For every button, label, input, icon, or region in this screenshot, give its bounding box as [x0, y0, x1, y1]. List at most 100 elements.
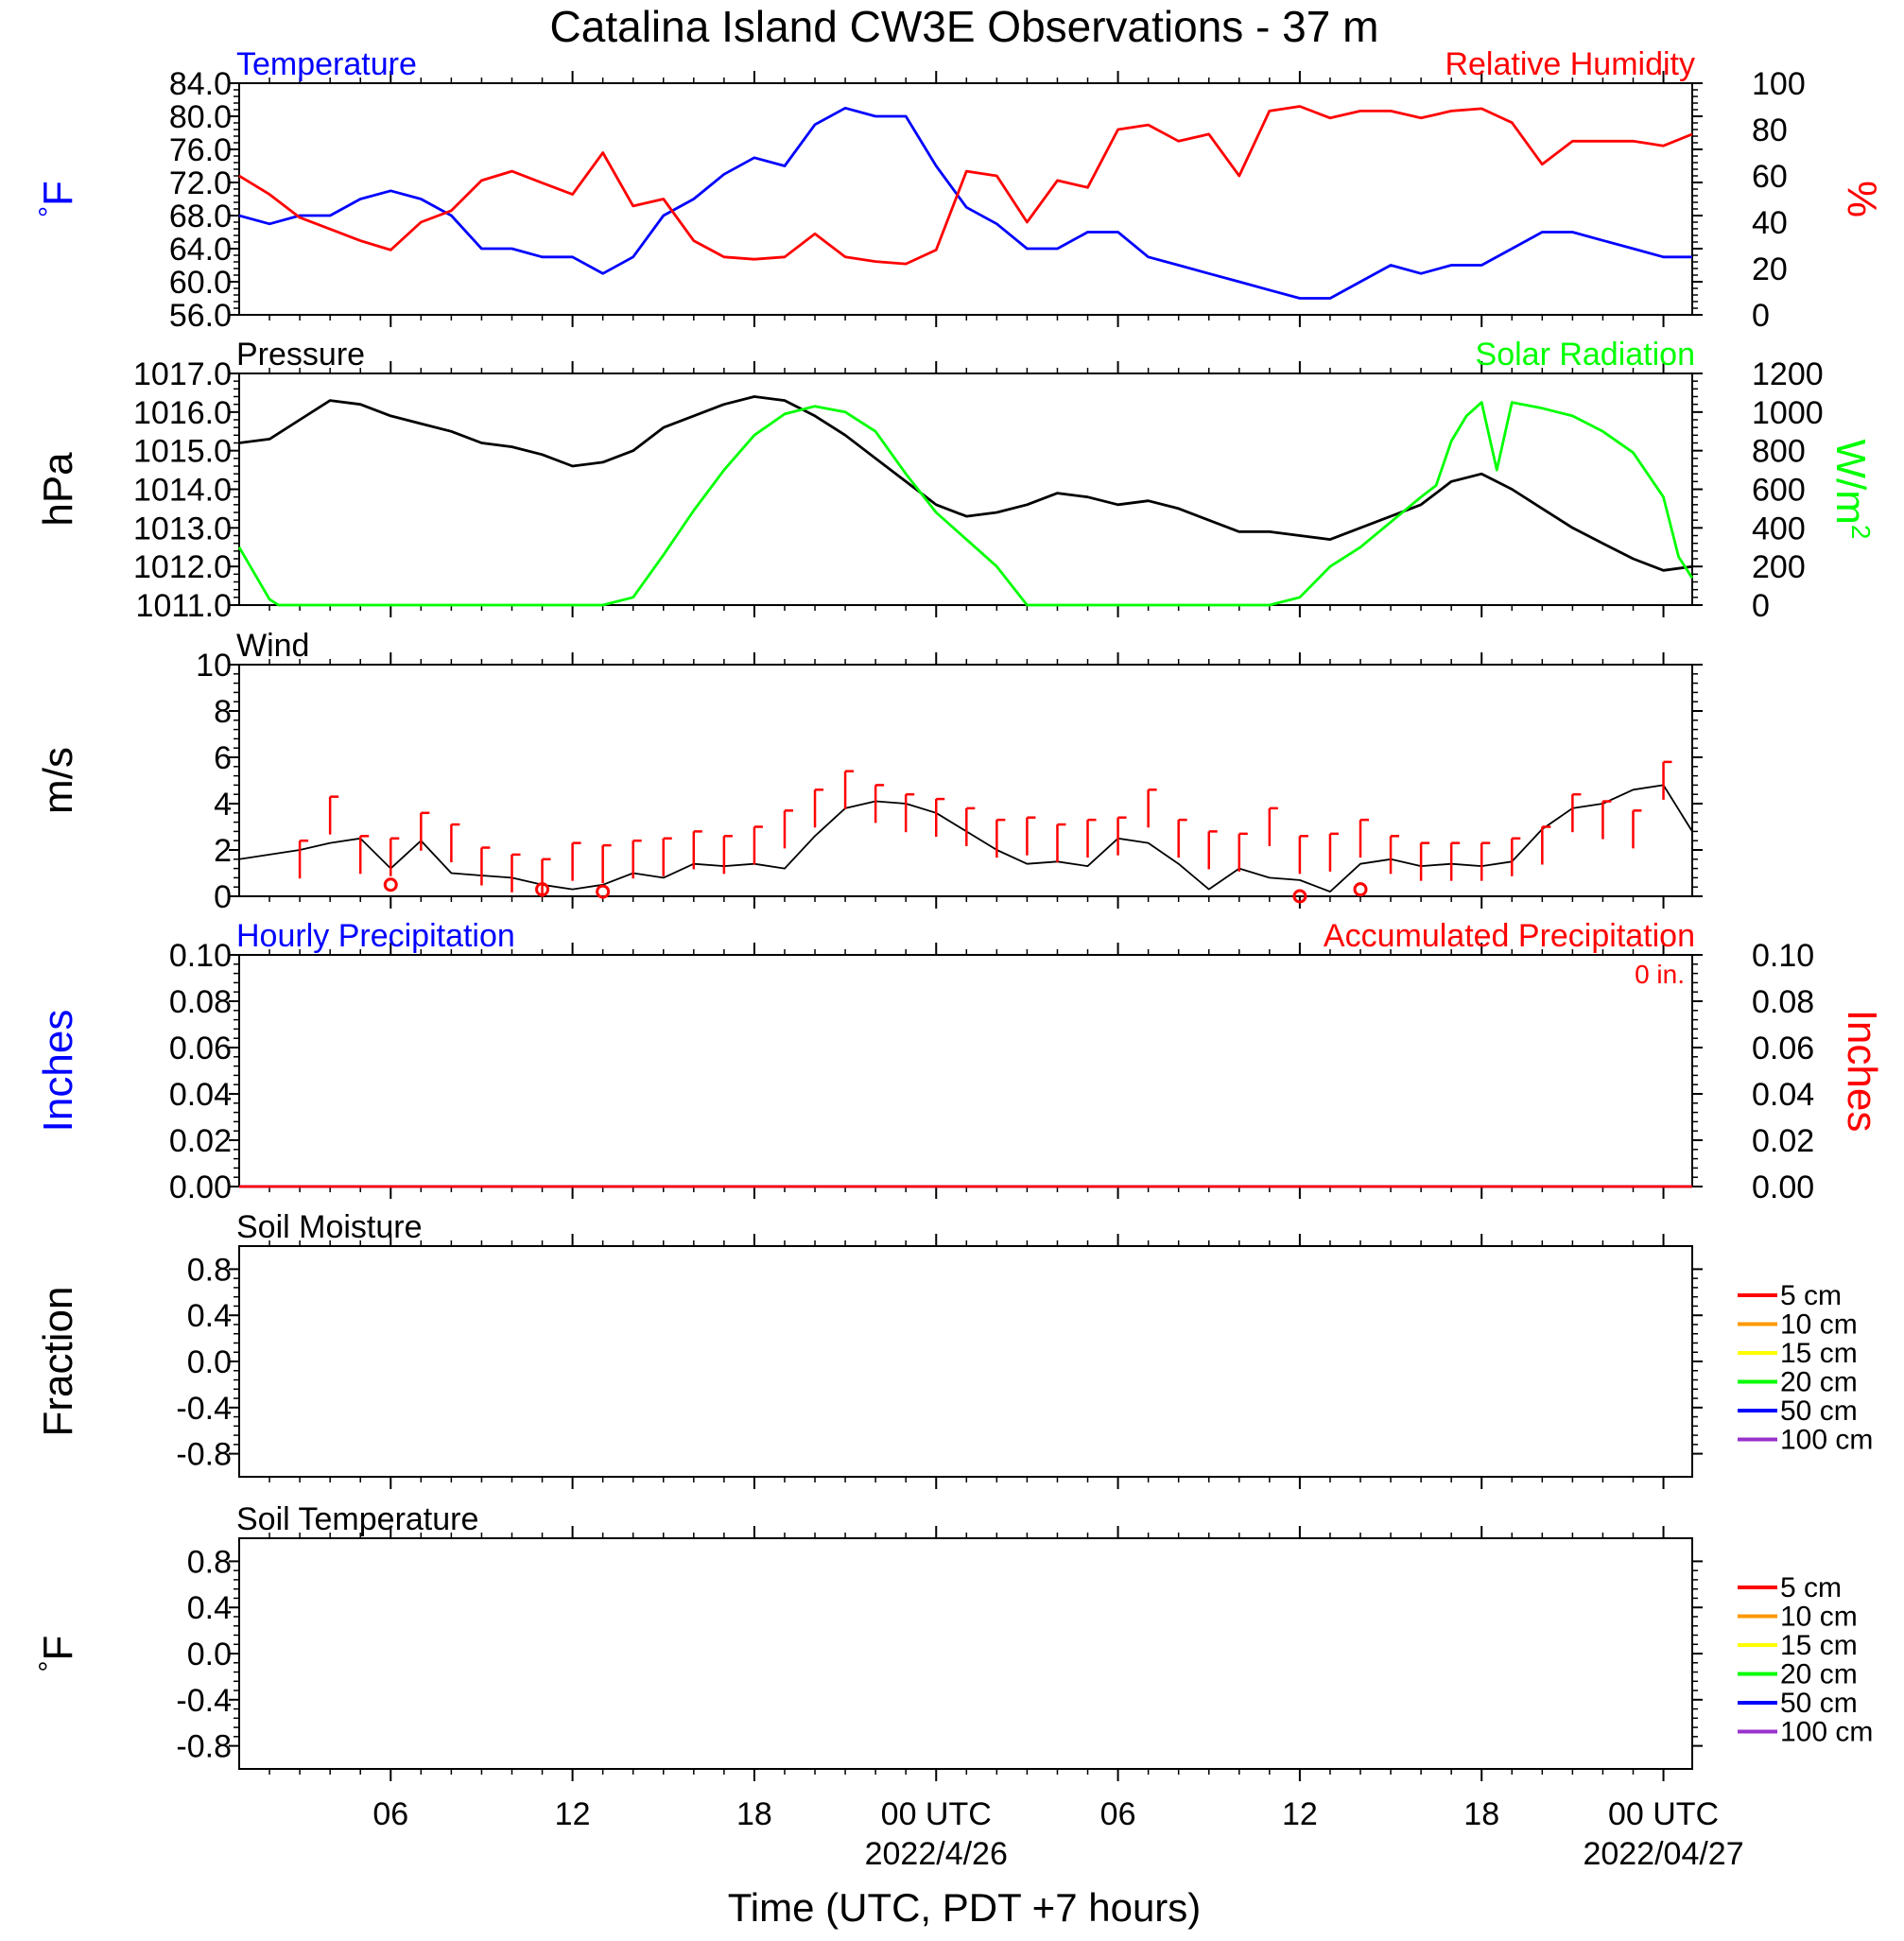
x-tick-label: 06	[372, 1796, 408, 1832]
legend-label: 50 cm	[1780, 1395, 1858, 1427]
y-axis-label-right: Inches	[1839, 1010, 1885, 1133]
wind-barb	[420, 811, 430, 851]
wind-barb	[1449, 841, 1461, 881]
wind-barb	[1632, 809, 1642, 849]
wind-barb	[1086, 818, 1097, 858]
panel-title-left: Pressure	[236, 337, 365, 373]
panel-title-left: Soil Moisture	[236, 1209, 423, 1245]
y-tick-label-right: 200	[1752, 549, 1806, 585]
panel-precip: 0.00 0.02 0.04 0.06 0.08 0.10 0.00 0.02 0.04 0.06…	[35, 918, 1885, 1205]
panel-pressure_solar: 1011.01012.01013.01014.01015.01016.01017…	[35, 337, 1876, 624]
y-tick-label-right: 100	[1752, 66, 1806, 102]
legend-label: 15 cm	[1780, 1630, 1858, 1661]
y-tick-label-right: 1000	[1752, 395, 1824, 431]
y-tick-label-left: 0.02	[169, 1123, 232, 1159]
wind-barb	[1177, 818, 1187, 858]
wind-barb	[965, 806, 976, 846]
y-tick-label-left: 0.00	[169, 1170, 232, 1205]
wind-barb	[358, 835, 370, 875]
y-tick-label-left: -0.4	[176, 1391, 232, 1427]
x-tick-label: 00 UTC	[881, 1796, 992, 1832]
wind-barb	[328, 795, 339, 835]
y-tick-label-left: 0.04	[169, 1077, 232, 1113]
wind-barb	[1147, 789, 1157, 828]
panel-temp_rh: 56.060.064.068.072.076.080.084.0 0 20 40 60 8…	[34, 46, 1885, 334]
wind-barb	[1328, 832, 1339, 872]
panels: 56.060.064.068.072.076.080.084.002040608…	[34, 46, 1885, 1781]
wind-barb	[753, 825, 763, 865]
y-tick-label-left: 60.0	[169, 265, 232, 301]
wind-barb	[1480, 841, 1491, 881]
y-axis-label-left: °F	[34, 1636, 81, 1672]
wind-barb	[874, 784, 885, 823]
y-tick-label-right: 80	[1752, 113, 1788, 148]
wind-barb	[480, 846, 491, 886]
x-tick-label: 12	[555, 1796, 591, 1832]
y-tick-label-right: 0.06	[1752, 1031, 1814, 1066]
y-axis-label-right: %	[1839, 181, 1885, 217]
x-date-label: 2022/04/27	[1583, 1836, 1743, 1872]
legend-label: 20 cm	[1780, 1367, 1858, 1398]
legend-label: 5 cm	[1780, 1572, 1842, 1603]
series-line-temperature	[238, 106, 1692, 300]
y-tick-label-left: 1012.0	[133, 549, 232, 585]
y-tick-label-left: 80.0	[169, 99, 232, 135]
y-tick-label-left: 6	[214, 740, 232, 776]
y-tick-label-right: 0	[1752, 298, 1770, 334]
y-tick-label-left: 76.0	[169, 132, 232, 168]
y-tick-label-right: 400	[1752, 511, 1806, 546]
wind-barb	[813, 789, 824, 828]
plot-frame	[238, 1245, 1693, 1478]
legend-label: 20 cm	[1780, 1659, 1858, 1690]
calm-marker	[1353, 882, 1368, 897]
y-axis-label-left: hPa	[35, 452, 81, 527]
y-tick-label-left: 0.10	[169, 938, 232, 974]
y-tick-label-left: 0.8	[187, 1544, 232, 1580]
wind-barb	[1571, 792, 1582, 833]
wind-barb	[1662, 760, 1672, 800]
calm-marker	[596, 884, 611, 899]
legend-label: 10 cm	[1780, 1602, 1858, 1633]
y-tick-label-left: 64.0	[169, 232, 232, 268]
x-tick-label: 06	[1100, 1796, 1136, 1832]
panel-title-right: Accumulated Precipitation	[1324, 918, 1695, 954]
wind-barb	[1541, 825, 1551, 865]
y-tick-label-left: 68.0	[169, 199, 232, 234]
y-axis-label-left: Inches	[35, 1010, 81, 1133]
wind-barb	[571, 841, 581, 881]
y-tick-label-left: 1015.0	[133, 434, 232, 470]
y-tick-label-right: 0.10	[1752, 938, 1814, 974]
wind-barb	[1389, 835, 1400, 875]
y-tick-label-left: -0.4	[176, 1683, 232, 1719]
plot-frame	[238, 664, 1693, 897]
y-tick-label-left: 0	[214, 879, 232, 915]
panel-title-left: Wind	[236, 628, 309, 664]
y-tick-label-left: 0.08	[169, 984, 232, 1020]
x-tick-label: 18	[736, 1796, 772, 1832]
y-tick-label-left: 2	[214, 833, 232, 869]
wind-barb	[843, 770, 855, 809]
plot-frame	[238, 954, 1693, 1187]
panel-title-left: Temperature	[236, 46, 417, 82]
y-tick-label-left: 0.0	[187, 1637, 232, 1672]
panel-annotation: 0 in.	[1635, 960, 1685, 989]
wind-barb	[1268, 806, 1278, 846]
x-tick-label: 00 UTC	[1608, 1796, 1719, 1832]
calm-marker	[383, 877, 398, 893]
legend-label: 100 cm	[1780, 1425, 1873, 1456]
wind-barb	[601, 843, 612, 884]
y-tick-label-left: 10	[196, 648, 232, 684]
panel-title-right: Relative Humidity	[1445, 46, 1695, 82]
y-tick-label-left: 84.0	[169, 66, 232, 102]
y-axis-label-left: °F	[34, 181, 81, 217]
legend-label: 5 cm	[1780, 1280, 1842, 1311]
y-tick-label-left: 0.4	[187, 1298, 232, 1334]
wind-barb	[1419, 841, 1430, 881]
legend-label: 100 cm	[1780, 1717, 1873, 1748]
y-tick-label-right: 0.00	[1752, 1170, 1814, 1205]
y-tick-label-right: 60	[1752, 159, 1788, 195]
y-tick-label-right: 20	[1752, 251, 1788, 287]
